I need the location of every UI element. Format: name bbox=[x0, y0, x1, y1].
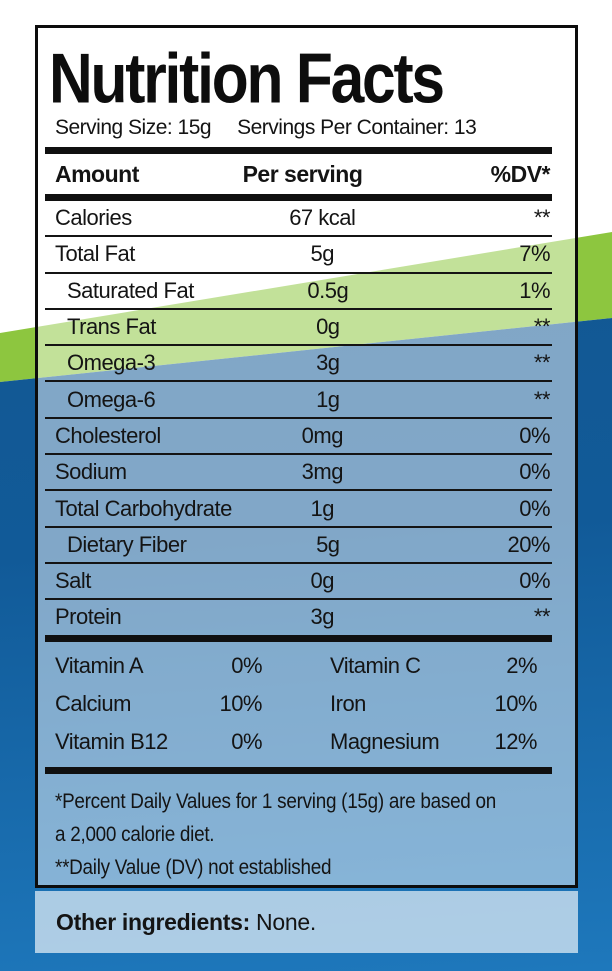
nutrient-value: 3g bbox=[310, 604, 335, 630]
nutrient-dv: 0% bbox=[519, 495, 550, 521]
micronutrient-name: Vitamin A bbox=[55, 652, 144, 678]
nutrient-dv: 20% bbox=[507, 531, 550, 557]
table-row: Saturated Fat 0.5g 1% bbox=[45, 274, 552, 310]
table-header: Amount Per serving %DV* bbox=[45, 154, 552, 194]
nutrient-name: Cholesterol bbox=[55, 422, 161, 448]
nutrient-name: Saturated Fat bbox=[67, 277, 194, 303]
other-ingredients-label: Other ingredients: bbox=[56, 908, 250, 935]
nutrient-dv: ** bbox=[533, 205, 551, 231]
table-row: Trans Fat 0g ** bbox=[45, 310, 552, 347]
micronutrient-dv: 0% bbox=[231, 652, 262, 678]
micronutrient-dv: 0% bbox=[231, 728, 262, 754]
header-per-serving: Per serving bbox=[242, 160, 363, 187]
other-ingredients-strip: Other ingredients: None. bbox=[35, 891, 578, 953]
nutrient-value: 5g bbox=[316, 531, 340, 557]
nutrient-dv: 0% bbox=[519, 459, 550, 485]
nutrient-rows: Calories 67 kcal ** Total Fat 5g 7% Satu… bbox=[45, 201, 552, 635]
table-row: Salt 0g 0% bbox=[45, 564, 552, 601]
nutrient-name: Total Fat bbox=[55, 241, 135, 267]
divider-bar bbox=[45, 147, 552, 154]
header-dv: %DV* bbox=[490, 160, 551, 187]
nutrient-name: Protein bbox=[55, 604, 122, 630]
table-row: Calories 67 kcal ** bbox=[45, 201, 552, 238]
nutrient-name: Salt bbox=[55, 568, 91, 594]
nutrient-value: 0mg bbox=[301, 422, 344, 448]
micronutrient-dv: 10% bbox=[219, 690, 262, 716]
nutrient-name: Omega-3 bbox=[67, 350, 156, 376]
micronutrient-row: Vitamin A 0% Vitamin C 2% bbox=[45, 647, 552, 685]
micronutrient-name: Calcium bbox=[55, 690, 131, 716]
micronutrient-name: Vitamin C bbox=[330, 652, 421, 678]
nutrient-dv: 7% bbox=[519, 241, 550, 267]
panel-title: Nutrition Facts bbox=[49, 38, 445, 118]
footnotes: *Percent Daily Values for 1 serving (15g… bbox=[45, 774, 552, 884]
table-row: Omega-3 3g ** bbox=[45, 346, 552, 383]
nutrient-name: Trans Fat bbox=[67, 314, 156, 340]
nutrient-dv: 0% bbox=[519, 422, 550, 448]
footnote-line: **Daily Value (DV) not established bbox=[55, 855, 332, 879]
serving-info: Serving Size: 15g Servings Per Container… bbox=[55, 116, 552, 140]
nutrient-dv: 0% bbox=[519, 568, 550, 594]
micronutrient-name: Iron bbox=[330, 690, 366, 716]
nutrient-dv: ** bbox=[533, 604, 551, 630]
divider-bar bbox=[45, 634, 552, 642]
table-row: Protein 3g ** bbox=[45, 600, 552, 634]
micronutrient-grid: Vitamin A 0% Vitamin C 2% Calcium 10% Ir… bbox=[45, 647, 552, 761]
nutrition-facts-panel: Nutrition Facts Serving Size: 15g Servin… bbox=[35, 25, 578, 888]
header-amount: Amount bbox=[55, 160, 139, 187]
nutrient-dv: ** bbox=[533, 314, 551, 340]
nutrient-value: 1g bbox=[310, 495, 335, 521]
nutrient-value: 3g bbox=[316, 350, 340, 376]
micronutrient-row: Calcium 10% Iron 10% bbox=[45, 685, 552, 723]
micronutrient-dv: 12% bbox=[494, 728, 537, 754]
nutrient-name: Dietary Fiber bbox=[67, 531, 187, 557]
nutrient-name: Calories bbox=[55, 205, 132, 231]
table-row: Total Fat 5g 7% bbox=[45, 237, 552, 274]
servings-per-container: Servings Per Container: 13 bbox=[237, 116, 477, 139]
table-row: Sodium 3mg 0% bbox=[45, 455, 552, 492]
serving-size: Serving Size: 15g bbox=[55, 116, 212, 139]
micronutrient-row: Vitamin B12 0% Magnesium 12% bbox=[45, 723, 552, 761]
nutrient-value: 5g bbox=[310, 241, 335, 267]
nutrient-value: 0.5g bbox=[307, 277, 349, 303]
table-row: Omega-6 1g ** bbox=[45, 382, 552, 419]
nutrient-value: 0g bbox=[310, 568, 335, 594]
nutrient-name: Omega-6 bbox=[67, 386, 156, 412]
nutrient-name: Total Carbohydrate bbox=[55, 495, 232, 521]
micronutrient-name: Magnesium bbox=[330, 728, 440, 754]
divider-bar bbox=[45, 766, 552, 774]
nutrient-value: 0g bbox=[316, 314, 340, 340]
nutrient-value: 3mg bbox=[301, 459, 344, 485]
micronutrient-name: Vitamin B12 bbox=[55, 728, 168, 754]
nutrient-dv: ** bbox=[533, 386, 551, 412]
table-row: Total Carbohydrate 1g 0% bbox=[45, 491, 552, 528]
nutrient-dv: 1% bbox=[519, 277, 550, 303]
nutrient-name: Sodium bbox=[55, 459, 127, 485]
nutrient-value: 67 kcal bbox=[289, 205, 356, 231]
micronutrient-dv: 2% bbox=[506, 652, 537, 678]
nutrient-value: 1g bbox=[316, 386, 340, 412]
micronutrient-dv: 10% bbox=[494, 690, 537, 716]
nutrient-dv: ** bbox=[533, 350, 551, 376]
table-row: Cholesterol 0mg 0% bbox=[45, 419, 552, 456]
footnote-line: *Percent Daily Values for 1 serving (15g… bbox=[55, 789, 497, 813]
other-ingredients-value: None. bbox=[249, 908, 316, 935]
table-row: Dietary Fiber 5g 20% bbox=[45, 528, 552, 564]
divider-bar bbox=[45, 194, 552, 201]
footnote-line: a 2,000 calorie diet. bbox=[55, 822, 215, 846]
